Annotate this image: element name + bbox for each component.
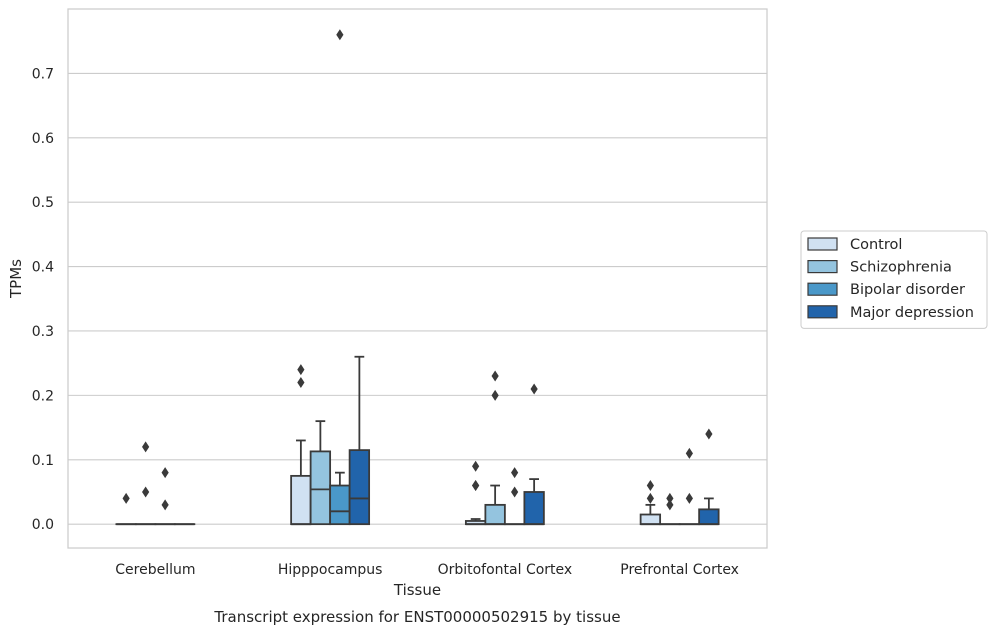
outlier-point — [666, 499, 674, 511]
outlier-point — [336, 29, 344, 41]
box-plots — [115, 29, 720, 526]
outlier-point — [491, 370, 499, 382]
legend: Control Schizophrenia Bipolar disorder Majo… — [800, 230, 988, 329]
y-tick-label: 0.2 — [32, 388, 54, 404]
box-group — [134, 441, 157, 526]
x-tick-label: Cerebellum — [115, 562, 195, 578]
box — [290, 474, 312, 526]
box-group — [503, 467, 526, 526]
outlier-point — [297, 377, 305, 389]
y-tick-label: 0.4 — [32, 260, 54, 276]
outlier-point — [161, 467, 169, 479]
x-axis-ticks: Cerebellum Hipppocampus Orbitofontal Corte… — [115, 562, 739, 578]
x-tick-label: Hipppocampus — [278, 562, 383, 578]
legend-label: Major depression — [850, 305, 974, 321]
legend-frame — [800, 230, 988, 329]
y-tick-label: 0.0 — [32, 517, 54, 533]
legend-swatch — [807, 260, 838, 274]
box-group — [329, 29, 351, 526]
chart-title: Transcript expression for ENST0000050291… — [213, 608, 620, 626]
outlier-point — [646, 480, 654, 492]
box-group — [464, 460, 487, 526]
x-axis-title: Tissue — [393, 581, 441, 599]
outlier-point — [491, 389, 499, 401]
x-tick-label: Orbitofontal Cortex — [438, 562, 573, 578]
box-group — [484, 370, 506, 526]
box-group — [659, 492, 681, 526]
outlier-point — [142, 441, 150, 453]
outlier-point — [685, 492, 693, 504]
y-axis-ticks: 0.0 0.1 0.2 0.3 0.4 0.5 0.6 0.7 — [32, 66, 54, 533]
legend-swatch — [807, 237, 838, 251]
box-group — [290, 364, 312, 526]
outlier-point — [472, 480, 480, 492]
outlier-point — [472, 460, 480, 472]
box-group — [154, 467, 176, 526]
outlier-point — [122, 492, 130, 504]
outlier-point — [646, 492, 654, 504]
box — [639, 513, 662, 526]
box — [523, 491, 545, 526]
legend-swatch — [807, 282, 838, 296]
grid-lines — [68, 72, 767, 525]
box — [484, 503, 506, 526]
box — [309, 450, 332, 526]
x-tick-label: Prefrontal Cortex — [620, 562, 739, 578]
outlier-point — [511, 486, 519, 498]
box-group — [309, 420, 332, 526]
y-tick-label: 0.5 — [32, 195, 54, 211]
legend-label: Control — [850, 237, 902, 253]
box — [698, 508, 720, 526]
legend-swatch — [807, 305, 838, 319]
y-tick-label: 0.6 — [32, 131, 54, 147]
outlier-point — [705, 428, 713, 440]
y-axis-title: TPMs — [7, 259, 25, 299]
box — [348, 449, 371, 526]
box-group — [698, 428, 720, 526]
plot-area — [67, 8, 768, 549]
box-group — [115, 492, 137, 526]
y-tick-label: 0.1 — [32, 453, 54, 469]
outlier-point — [142, 486, 150, 498]
y-tick-label: 0.7 — [32, 66, 54, 82]
outlier-point — [161, 499, 169, 511]
outlier-point — [530, 383, 538, 395]
outlier-point — [685, 447, 693, 459]
box — [329, 484, 351, 526]
box-group — [639, 480, 662, 526]
outlier-point — [511, 467, 519, 479]
box-group — [348, 355, 371, 526]
outlier-point — [297, 364, 305, 376]
legend-label: Bipolar disorder — [850, 282, 965, 298]
outlier-point — [666, 492, 674, 504]
legend-label: Schizophrenia — [850, 260, 952, 276]
y-tick-label: 0.3 — [32, 324, 54, 340]
box-group — [523, 383, 545, 526]
